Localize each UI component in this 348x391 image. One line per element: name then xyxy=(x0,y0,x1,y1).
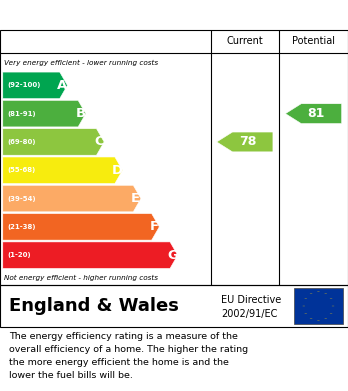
Polygon shape xyxy=(285,104,342,124)
Text: Potential: Potential xyxy=(292,36,335,47)
Text: (1-20): (1-20) xyxy=(7,252,31,258)
Text: B: B xyxy=(76,107,86,120)
Polygon shape xyxy=(3,213,159,240)
Polygon shape xyxy=(3,157,122,183)
Text: Energy Efficiency Rating: Energy Efficiency Rating xyxy=(9,7,211,23)
Text: Very energy efficient - lower running costs: Very energy efficient - lower running co… xyxy=(4,59,158,66)
Text: (81-91): (81-91) xyxy=(7,111,35,117)
Text: A: A xyxy=(57,79,67,92)
Text: 78: 78 xyxy=(239,135,256,149)
Polygon shape xyxy=(217,132,273,152)
Text: G: G xyxy=(167,249,178,262)
Text: (39-54): (39-54) xyxy=(7,196,35,201)
Text: 81: 81 xyxy=(308,107,325,120)
Polygon shape xyxy=(3,185,141,212)
Polygon shape xyxy=(3,100,86,127)
Text: EU Directive: EU Directive xyxy=(221,295,281,305)
Text: C: C xyxy=(94,135,104,149)
Text: The energy efficiency rating is a measure of the
overall efficiency of a home. T: The energy efficiency rating is a measur… xyxy=(9,332,248,380)
Text: 2002/91/EC: 2002/91/EC xyxy=(221,308,277,319)
Text: (21-38): (21-38) xyxy=(7,224,35,230)
Text: E: E xyxy=(131,192,140,205)
Polygon shape xyxy=(3,242,178,269)
Polygon shape xyxy=(3,72,68,99)
Text: F: F xyxy=(149,221,158,233)
Text: Not energy efficient - higher running costs: Not energy efficient - higher running co… xyxy=(4,274,158,281)
Text: (92-100): (92-100) xyxy=(7,83,40,88)
Text: Current: Current xyxy=(227,36,263,47)
Bar xyxy=(294,288,343,324)
Text: (69-80): (69-80) xyxy=(7,139,35,145)
Polygon shape xyxy=(3,129,104,155)
Text: D: D xyxy=(112,164,123,177)
Text: (55-68): (55-68) xyxy=(7,167,35,173)
Text: England & Wales: England & Wales xyxy=(9,297,179,315)
